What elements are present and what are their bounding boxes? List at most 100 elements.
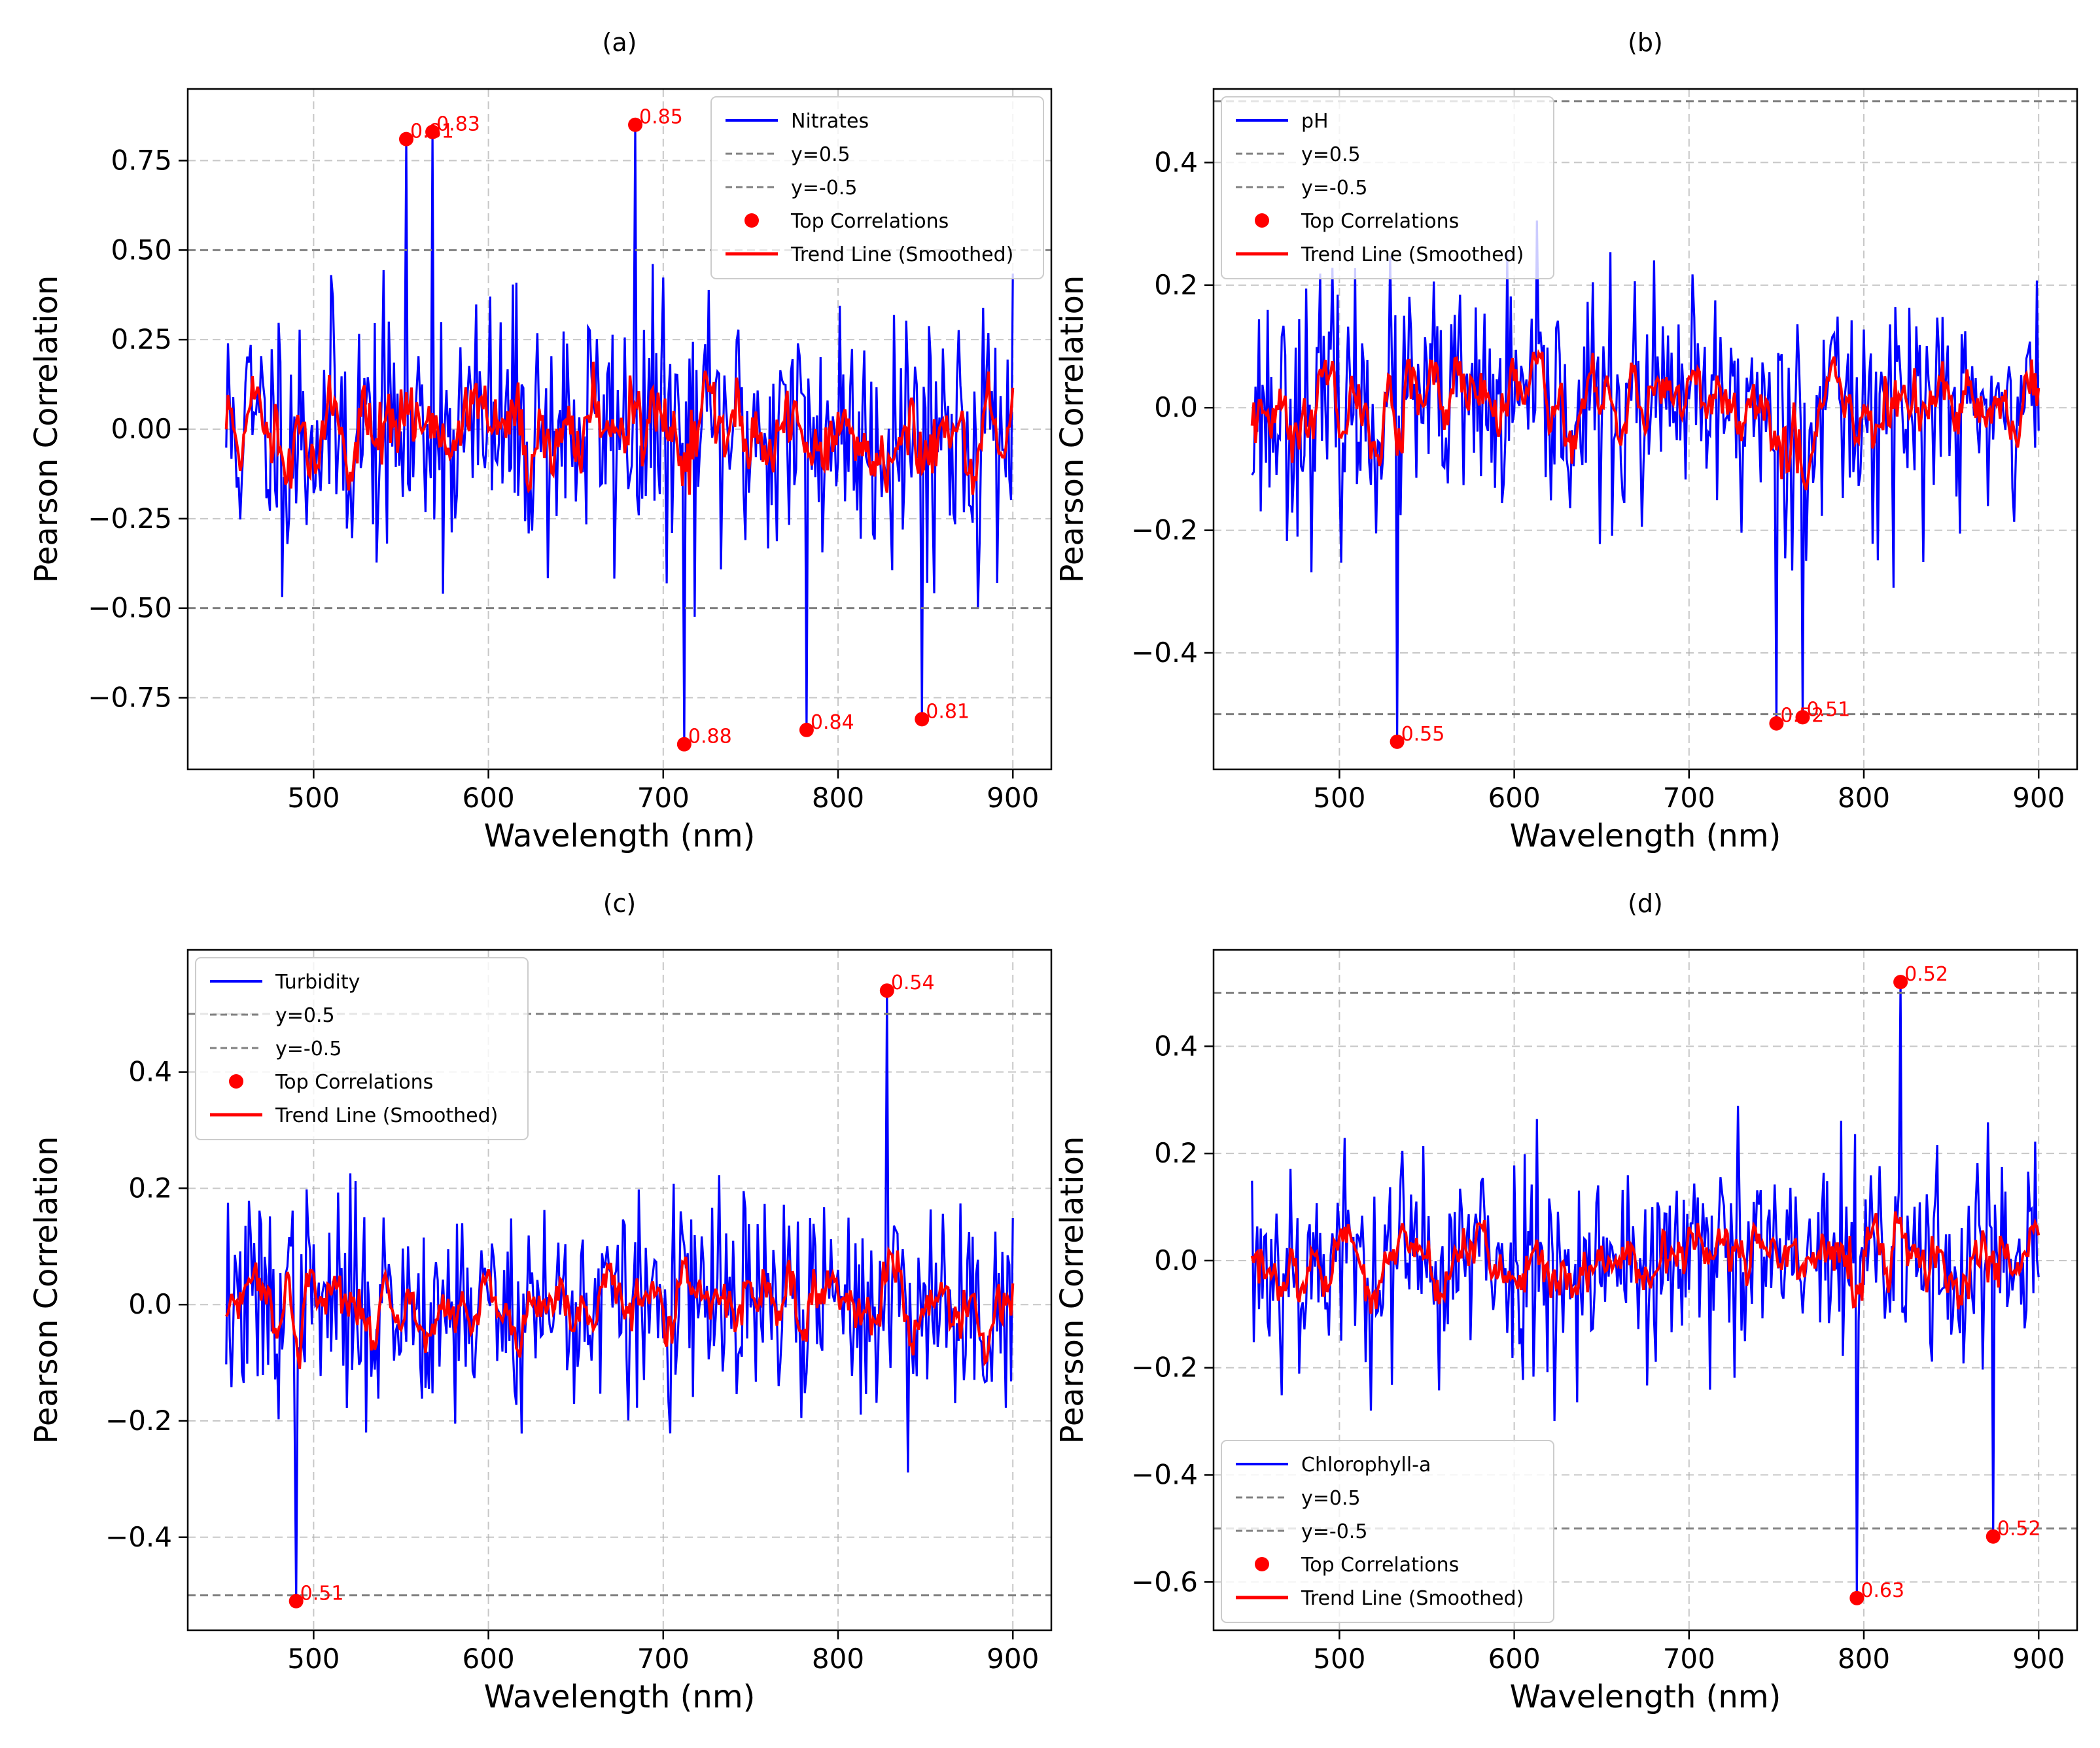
plot-area xyxy=(186,949,1053,1632)
trend-line xyxy=(224,1246,1015,1369)
legend-label: Top Correlations xyxy=(1301,210,1459,233)
point-label: 0.81 xyxy=(926,700,970,723)
x-tick-label: 800 xyxy=(1838,1643,1890,1675)
y-tick-label: −0.25 xyxy=(88,502,172,534)
y-tick-label: 0.25 xyxy=(111,323,172,355)
y-tick-label: −0.2 xyxy=(1131,514,1198,546)
legend-label: pH xyxy=(1301,110,1329,133)
legend-label: y=-0.5 xyxy=(791,177,857,200)
legend-marker xyxy=(1255,213,1269,228)
top-correlation-point xyxy=(289,1594,304,1609)
y-tick-label: −0.4 xyxy=(105,1521,172,1553)
legend-label: Chlorophyll-a xyxy=(1301,1454,1431,1477)
top-correlation-point xyxy=(1390,734,1405,749)
top-correlation-point xyxy=(879,983,894,998)
x-tick-label: 900 xyxy=(2012,782,2065,814)
y-axis-label: Pearson Correlation xyxy=(28,1136,65,1444)
x-axis-label: Wavelength (nm) xyxy=(484,818,756,854)
y-tick-label: 0.2 xyxy=(1154,269,1198,301)
x-tick-label: 500 xyxy=(1313,782,1365,814)
chart-panel-1: (a)0.810.830.850.880.840.815006007008009… xyxy=(28,28,1053,854)
top-correlation-point xyxy=(1769,716,1784,731)
legend-label: y=0.5 xyxy=(1301,1487,1361,1510)
x-axis-label: Wavelength (nm) xyxy=(1510,1679,1781,1715)
point-label: 0.63 xyxy=(1861,1579,1904,1602)
y-tick-label: 0.50 xyxy=(111,234,172,266)
x-tick-label: 500 xyxy=(287,1643,340,1675)
legend-label: y=-0.5 xyxy=(1301,1520,1367,1543)
y-tick-label: 0.0 xyxy=(128,1288,172,1320)
point-label: 0.51 xyxy=(1806,698,1850,721)
series-line xyxy=(1251,220,2040,742)
legend-label: Turbidity xyxy=(275,971,360,994)
top-correlation-point xyxy=(425,124,440,139)
legend-box xyxy=(1221,1440,1554,1623)
x-tick-label: 900 xyxy=(987,1643,1039,1675)
y-tick-label: 0.4 xyxy=(128,1056,172,1088)
y-axis-label: Pearson Correlation xyxy=(1054,275,1091,584)
legend-box xyxy=(710,96,1044,279)
legend-marker xyxy=(1255,1557,1269,1571)
top-correlation-point xyxy=(915,712,930,727)
legend-label: Trend Line (Smoothed) xyxy=(790,243,1013,266)
y-axis-label: Pearson Correlation xyxy=(28,275,65,584)
x-tick-label: 800 xyxy=(812,1643,864,1675)
legend-box xyxy=(1221,96,1554,279)
top-correlation-point xyxy=(676,737,691,752)
top-correlation-point xyxy=(1849,1590,1864,1605)
panel-title: (c) xyxy=(603,889,637,918)
y-tick-label: 0.75 xyxy=(111,144,172,176)
x-tick-label: 700 xyxy=(1663,1643,1715,1675)
point-label: 0.84 xyxy=(811,711,854,734)
legend-label: y=0.5 xyxy=(1301,143,1361,166)
chart-panel-4: (d) 0.63 0.52 0.52 500 600 700 800 900 −0.6 −0.4 −0… xyxy=(1054,889,2078,1715)
point-label: 0.85 xyxy=(639,106,683,129)
panel-title: (a) xyxy=(603,28,637,57)
x-tick-label: 900 xyxy=(2012,1643,2065,1675)
trend-line xyxy=(1250,349,2040,491)
point-label: 0.55 xyxy=(1401,723,1445,746)
legend-box xyxy=(195,957,529,1140)
chart-panel-3: (c) 0.51 0.54 500 600 700 800 900 −0.4 −0.2 0.0 0.2… xyxy=(28,889,1053,1715)
y-tick-label: −0.6 xyxy=(1131,1565,1198,1598)
y-tick-label: −0.4 xyxy=(1131,637,1198,669)
top-correlation-point xyxy=(628,117,643,132)
y-tick-label: 0.0 xyxy=(1154,1244,1198,1276)
point-label: 0.51 xyxy=(300,1582,344,1605)
legend-label: Trend Line (Smoothed) xyxy=(275,1104,498,1127)
y-tick-label: 0.4 xyxy=(1154,146,1198,178)
legend: Chlorophyll-a y=0.5 y=-0.5 Top Correlations… xyxy=(1221,1440,1554,1623)
y-tick-label: 0.4 xyxy=(1154,1030,1198,1062)
legend-label: Trend Line (Smoothed) xyxy=(1301,243,1524,266)
legend-label: Nitrates xyxy=(791,110,869,133)
x-tick-label: 700 xyxy=(637,1643,690,1675)
point-label: 0.88 xyxy=(688,725,732,748)
chart-panel-2: (b)0.550.520.51500600700800900−0.4−0.20.… xyxy=(1054,28,2078,854)
x-tick-label: 600 xyxy=(463,1643,515,1675)
legend-marker xyxy=(744,213,759,228)
legend-label: Trend Line (Smoothed) xyxy=(1301,1587,1524,1610)
plot-area xyxy=(1212,949,2078,1632)
x-tick-label: 700 xyxy=(1663,782,1715,814)
x-axis-label: Wavelength (nm) xyxy=(1510,818,1781,854)
top-correlation-point xyxy=(1795,710,1810,725)
top-correlation-point xyxy=(1986,1529,2001,1544)
legend: Turbidity y=0.5 y=-0.5 Top Correlations Tren… xyxy=(195,957,529,1140)
legend: Nitrates y=0.5 y=-0.5 Top Correlations Trend… xyxy=(710,96,1044,279)
legend: pH y=0.5 y=-0.5 Top Correlations Trend Line … xyxy=(1221,96,1554,279)
x-tick-label: 800 xyxy=(1838,782,1890,814)
trend-line xyxy=(224,361,1015,495)
legend-label: Top Correlations xyxy=(1301,1554,1459,1577)
y-tick-label: −0.75 xyxy=(88,682,172,714)
x-tick-label: 500 xyxy=(287,782,340,814)
x-axis-label: Wavelength (nm) xyxy=(484,1679,756,1715)
panel-title: (b) xyxy=(1628,28,1663,57)
series-line xyxy=(1251,982,2040,1598)
panel-title: (d) xyxy=(1628,889,1663,918)
x-tick-label: 600 xyxy=(463,782,515,814)
legend-marker xyxy=(229,1074,243,1089)
point-label: 0.52 xyxy=(1997,1518,2041,1541)
y-tick-label: 0.2 xyxy=(128,1172,172,1204)
legend-label: Top Correlations xyxy=(275,1071,433,1094)
